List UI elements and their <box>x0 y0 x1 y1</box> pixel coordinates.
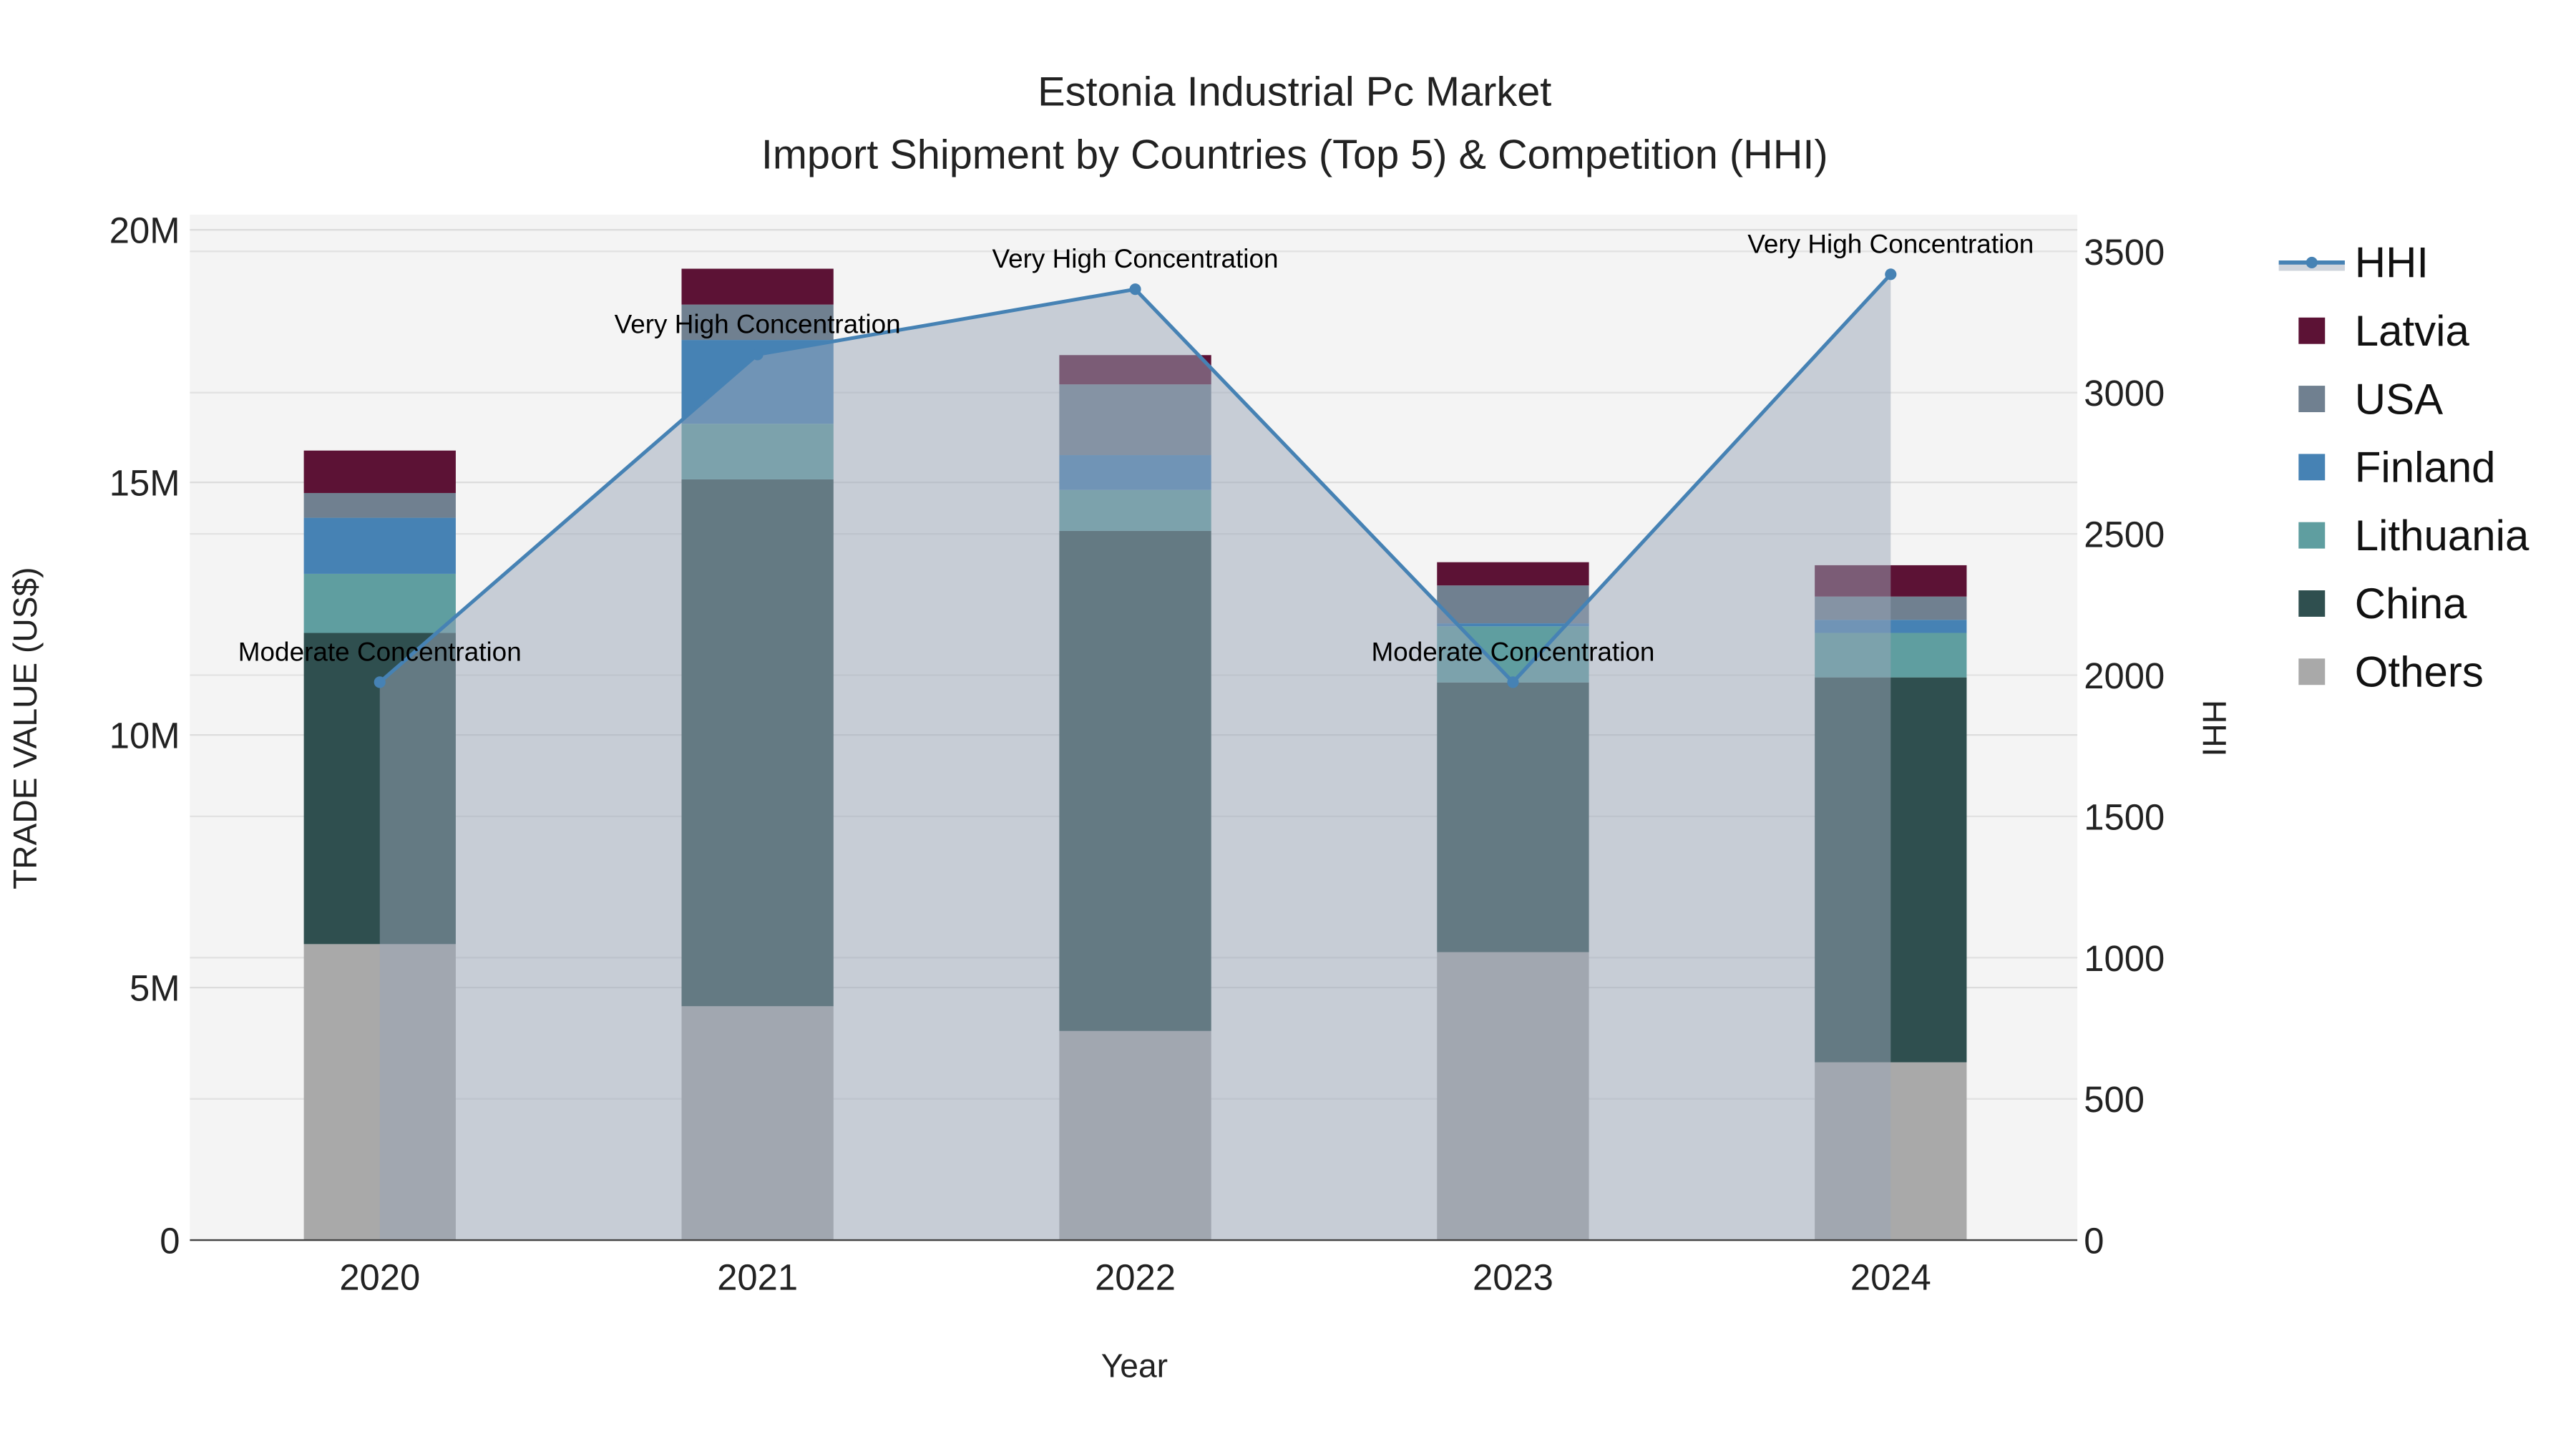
hhi-annotation: Very High Concentration <box>1747 229 2034 258</box>
y2-tick-label: 1000 <box>2084 938 2165 979</box>
y-tick-label: 10M <box>109 716 180 756</box>
hhi-marker <box>1507 676 1519 688</box>
hhi-annotation: Very High Concentration <box>992 244 1279 273</box>
bar-latvia <box>303 450 456 493</box>
y2-tick-label: 3500 <box>2084 232 2165 273</box>
hhi-marker <box>751 348 763 361</box>
legend-swatch-finland <box>2298 454 2326 481</box>
legend-label: Finland <box>2355 444 2496 492</box>
x-tick-label: 2023 <box>1473 1257 1553 1297</box>
legend-label: Latvia <box>2355 307 2470 355</box>
legend: HHI Latvia USA Finland Lithuania China Others <box>2278 239 2529 696</box>
chart-title: Estonia Industrial Pc Market <box>1038 69 1551 115</box>
hhi-annotation: Very High Concentration <box>615 309 901 338</box>
x-tick-label: 2021 <box>717 1257 798 1297</box>
y-tick-label: 20M <box>109 210 180 251</box>
hhi-area <box>379 274 1891 1241</box>
y-tick-label: 15M <box>109 463 180 504</box>
y2-tick-label: 3000 <box>2084 373 2165 414</box>
y2-axis-ticks: 0 500 1000 1500 2000 2500 3000 3500 <box>2084 232 2165 1262</box>
legend-label: China <box>2355 580 2467 628</box>
y-tick-label: 5M <box>130 968 180 1009</box>
x-tick-label: 2020 <box>339 1257 420 1297</box>
bar-latvia <box>1437 562 1589 586</box>
bar-lithuania <box>303 573 456 633</box>
legend-swatch-latvia <box>2298 317 2326 344</box>
hhi-line: Moderate Concentration Very High Concentr… <box>238 229 2034 688</box>
y2-axis-title: HHI <box>2195 700 2233 756</box>
y2-tick-label: 2000 <box>2084 655 2165 696</box>
legend-swatch-others <box>2298 658 2326 686</box>
bar-usa <box>681 304 834 341</box>
hhi-marker <box>1885 268 1897 280</box>
legend-label: HHI <box>2355 239 2429 287</box>
hhi-annotation: Moderate Concentration <box>1371 637 1654 666</box>
y2-tick-label: 2500 <box>2084 514 2165 555</box>
y-axis-title: TRADE VALUE (US$) <box>6 567 44 889</box>
legend-swatch-lithuania <box>2298 522 2326 549</box>
hhi-marker <box>1129 283 1141 296</box>
y2-tick-label: 500 <box>2084 1079 2145 1120</box>
x-tick-label: 2022 <box>1095 1257 1176 1297</box>
y2-tick-label: 0 <box>2084 1221 2104 1262</box>
chart-subtitle: Import Shipment by Countries (Top 5) & C… <box>761 132 1828 177</box>
y2-tick-label: 1500 <box>2084 796 2165 837</box>
x-axis-ticks: 2020 2021 2022 2023 2024 <box>339 1257 1931 1297</box>
legend-swatch-china <box>2298 590 2326 617</box>
legend-label: Others <box>2355 648 2484 696</box>
hhi-annotation: Moderate Concentration <box>238 637 522 666</box>
legend-label: USA <box>2355 375 2443 423</box>
y-axis-ticks: 0 5M 10M 15M 20M <box>109 210 180 1262</box>
legend-label: Lithuania <box>2355 512 2529 560</box>
bar-usa <box>1437 585 1589 624</box>
bar-usa <box>303 492 456 518</box>
bar-latvia <box>681 268 834 305</box>
x-axis-title: Year <box>1101 1347 1168 1385</box>
y-tick-label: 0 <box>160 1221 180 1262</box>
bar-finland <box>1437 623 1589 627</box>
legend-swatch-usa <box>2298 386 2326 412</box>
hhi-marker <box>374 676 386 688</box>
legend-hhi-marker <box>2306 256 2318 268</box>
x-tick-label: 2024 <box>1850 1257 1931 1297</box>
bar-finland <box>303 517 456 574</box>
hhi-area-fill <box>379 274 1891 1241</box>
